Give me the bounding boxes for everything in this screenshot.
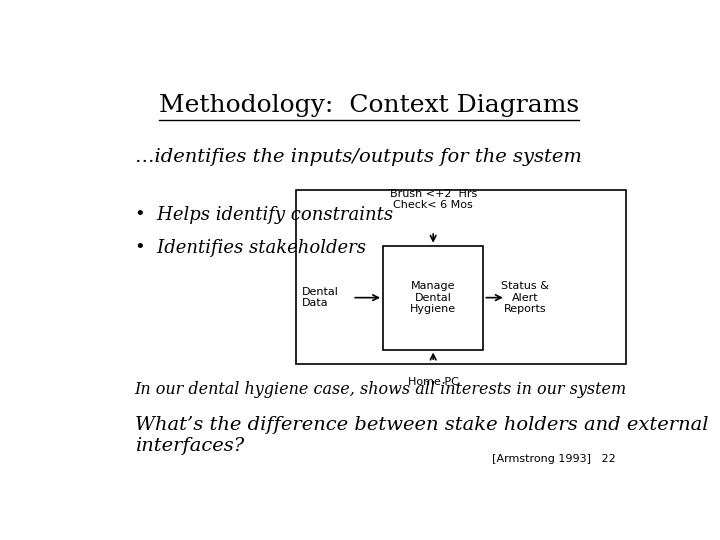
- Text: •  Helps identify constraints: • Helps identify constraints: [135, 206, 393, 224]
- Bar: [383, 246, 483, 349]
- Text: Dental
Data: Dental Data: [302, 287, 339, 308]
- Text: Home PC: Home PC: [408, 377, 459, 387]
- Bar: [297, 190, 626, 364]
- Text: Methodology:  Context Diagrams: Methodology: Context Diagrams: [159, 94, 579, 117]
- Text: …identifies the inputs/outputs for the system: …identifies the inputs/outputs for the s…: [135, 148, 582, 166]
- Text: Manage
Dental
Hygiene: Manage Dental Hygiene: [410, 281, 456, 314]
- Text: •  Identifies stakeholders: • Identifies stakeholders: [135, 239, 366, 258]
- Text: Status &
Alert
Reports: Status & Alert Reports: [501, 281, 549, 314]
- Text: [Armstrong 1993]   22: [Armstrong 1993] 22: [492, 454, 616, 464]
- Text: Brush <+2  Hrs
Check< 6 Mos: Brush <+2 Hrs Check< 6 Mos: [390, 189, 477, 211]
- Text: In our dental hygiene case, shows all interests in our system: In our dental hygiene case, shows all in…: [135, 381, 627, 398]
- Text: What’s the difference between stake holders and external
interfaces?: What’s the difference between stake hold…: [135, 416, 708, 455]
